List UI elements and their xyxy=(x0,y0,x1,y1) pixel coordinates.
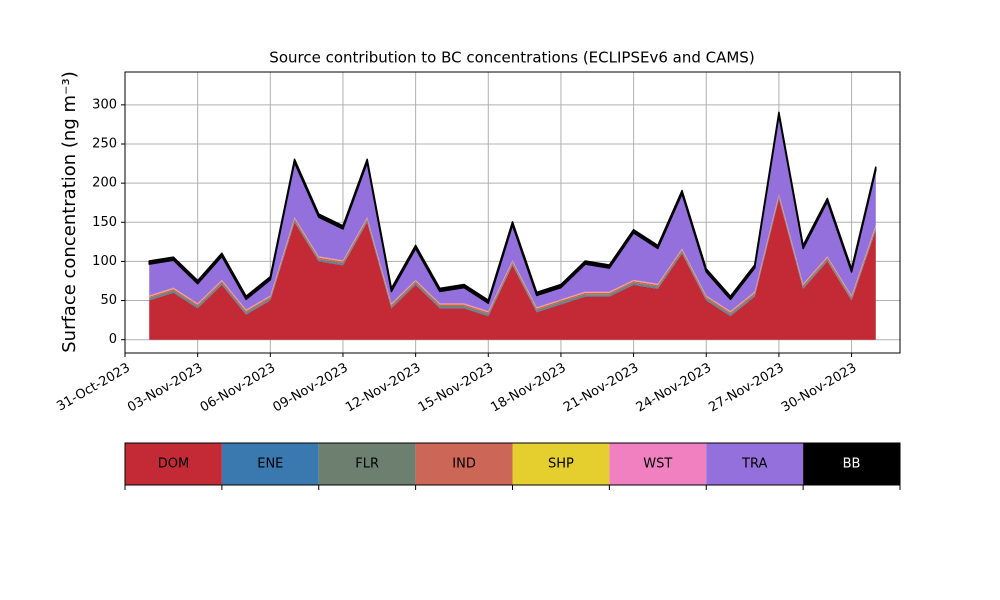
legend-swatch xyxy=(318,443,416,485)
legend-swatch xyxy=(415,443,513,485)
x-tick-label: 03-Nov-2023 xyxy=(125,361,205,416)
x-tick-label: 27-Nov-2023 xyxy=(706,361,786,416)
legend-label: DOM xyxy=(158,457,189,472)
legend-swatch xyxy=(512,443,610,485)
legend-swatch xyxy=(221,443,319,485)
chart-title: Source contribution to BC concentrations… xyxy=(269,49,754,67)
legend-label: BB xyxy=(843,457,861,472)
area xyxy=(149,115,876,312)
y-tick-label: 50 xyxy=(100,293,117,308)
legend-label: ENE xyxy=(257,457,283,472)
legend-label: WST xyxy=(643,457,672,472)
x-tick-label: 06-Nov-2023 xyxy=(198,361,278,416)
x-tick-label: 31-Oct-2023 xyxy=(54,361,132,415)
y-axis-label: Surface concentration (ng m⁻³) xyxy=(59,71,80,353)
legend-label: SHP xyxy=(548,457,574,472)
plot-frame xyxy=(124,71,901,354)
y-tick-label: 0 xyxy=(109,332,117,347)
y-tick-label: 200 xyxy=(92,176,117,191)
legend-swatch xyxy=(609,443,707,485)
area xyxy=(148,111,877,305)
x-tick-label: 30-Nov-2023 xyxy=(779,361,859,416)
x-tick-label: 15-Nov-2023 xyxy=(416,361,496,416)
x-tick-label: 24-Nov-2023 xyxy=(634,361,714,416)
x-tick-label: 12-Nov-2023 xyxy=(343,361,423,416)
legend-label: TRA xyxy=(741,457,767,472)
legend-swatch xyxy=(706,443,804,485)
legend-frame xyxy=(124,442,901,486)
legend-label: IND xyxy=(452,457,476,472)
x-tick-label: 18-Nov-2023 xyxy=(488,361,568,416)
y-tick-label: 250 xyxy=(92,137,117,152)
legend-label: FLR xyxy=(355,457,379,472)
legend-swatch xyxy=(125,443,222,485)
y-tick-label: 300 xyxy=(92,97,117,112)
y-tick-label: 100 xyxy=(92,254,117,269)
x-tick-label: 21-Nov-2023 xyxy=(561,361,641,416)
area xyxy=(149,198,876,340)
y-tick-label: 150 xyxy=(92,215,117,230)
legend-swatch xyxy=(803,443,900,485)
x-tick-label: 09-Nov-2023 xyxy=(270,361,350,416)
